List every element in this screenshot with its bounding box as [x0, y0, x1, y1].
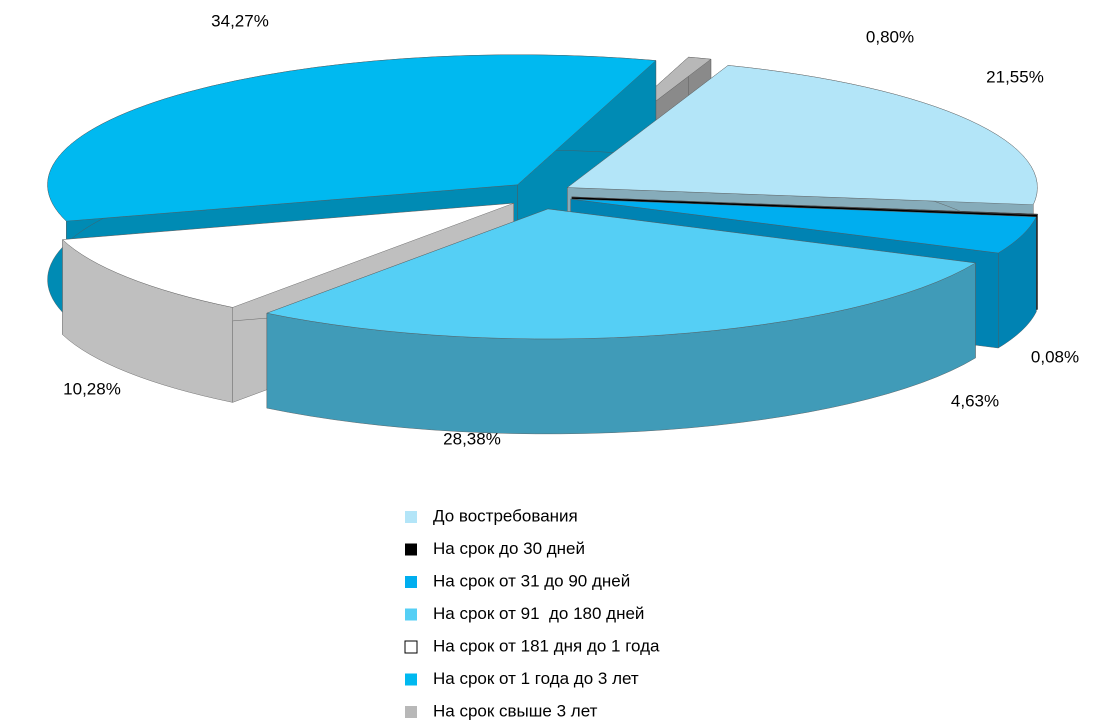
slice: [266, 208, 977, 435]
slice: [266, 208, 977, 340]
slice: [47, 54, 657, 222]
legend-swatch: [404, 640, 418, 654]
data-label: 34,27%: [211, 11, 269, 30]
legend-label: На срок от 91 до 180 дней: [433, 604, 644, 623]
data-label: 4,63%: [951, 391, 999, 410]
legend-swatch: [405, 576, 417, 588]
slice: [62, 203, 514, 308]
data-label: 10,28%: [63, 379, 121, 398]
legend-label: На срок до 30 дней: [433, 539, 585, 558]
legend-swatch: [405, 673, 417, 686]
legend-label: На срок от 31 до 90 дней: [433, 571, 630, 590]
slice: [570, 198, 1037, 254]
data-label: 21,55%: [986, 67, 1044, 86]
data-label: 0,08%: [1031, 347, 1079, 366]
data-label: 0,80%: [866, 27, 914, 46]
legend-label: На срок свыше 3 лет: [433, 701, 598, 720]
slice: [566, 65, 1038, 205]
legend-label: На срок от 181 дня до 1 года: [433, 636, 660, 655]
data-label: 28,38%: [443, 429, 501, 448]
legend-swatch: [405, 608, 417, 621]
legend-label: На срок от 1 года до 3 лет: [433, 669, 639, 688]
legend-label: До востребования: [433, 506, 578, 525]
slice: [571, 196, 1038, 215]
legend-swatch: [405, 543, 417, 556]
legend-swatch: [405, 706, 417, 718]
legend-swatch: [405, 511, 417, 523]
